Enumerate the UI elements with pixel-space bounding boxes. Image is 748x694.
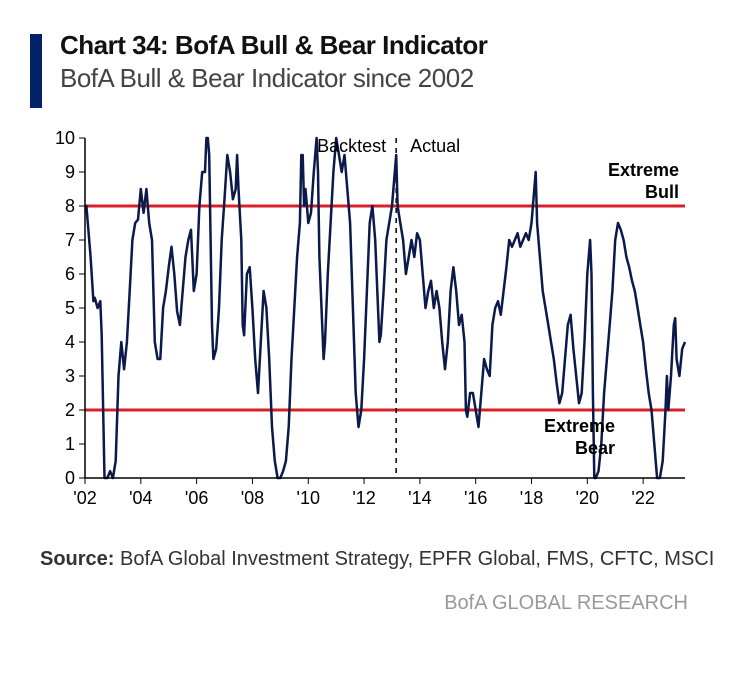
svg-text:7: 7 bbox=[65, 230, 75, 250]
svg-text:0: 0 bbox=[65, 468, 75, 488]
chart-subtitle: BofA Bull & Bear Indicator since 2002 bbox=[60, 63, 718, 94]
source-label: Source: bbox=[40, 548, 114, 570]
chart-svg: 0 1 2 3 4 5 6 7 8 9 10 '02 '04 '06 '08 '10 '12 '14 '16 '18 '… bbox=[40, 128, 700, 518]
svg-text:'20: '20 bbox=[576, 488, 599, 508]
svg-text:1: 1 bbox=[65, 434, 75, 454]
svg-text:Extreme: Extreme bbox=[544, 416, 615, 436]
chart-source: Source: BofA Global Investment Strategy,… bbox=[40, 544, 718, 574]
svg-text:10: 10 bbox=[55, 128, 75, 148]
svg-text:Actual: Actual bbox=[410, 136, 460, 156]
svg-text:Bear: Bear bbox=[575, 438, 615, 458]
chart-attribution: BofA GLOBAL RESEARCH bbox=[30, 592, 718, 615]
svg-text:'10: '10 bbox=[297, 488, 320, 508]
svg-text:6: 6 bbox=[65, 264, 75, 284]
svg-text:'02: '02 bbox=[73, 488, 96, 508]
svg-text:4: 4 bbox=[65, 332, 75, 352]
svg-text:'08: '08 bbox=[241, 488, 264, 508]
title-block: Chart 34: BofA Bull & Bear Indicator Bof… bbox=[60, 30, 718, 94]
accent-bar bbox=[30, 34, 42, 108]
svg-text:Extreme: Extreme bbox=[608, 160, 679, 180]
svg-text:'04: '04 bbox=[129, 488, 152, 508]
chart-header: Chart 34: BofA Bull & Bear Indicator Bof… bbox=[30, 30, 718, 108]
svg-text:Bull: Bull bbox=[645, 182, 679, 202]
chart-container: Chart 34: BofA Bull & Bear Indicator Bof… bbox=[0, 0, 748, 694]
svg-text:9: 9 bbox=[65, 162, 75, 182]
svg-text:'12: '12 bbox=[352, 488, 375, 508]
svg-text:'06: '06 bbox=[185, 488, 208, 508]
svg-text:'14: '14 bbox=[408, 488, 431, 508]
chart-title: Chart 34: BofA Bull & Bear Indicator bbox=[60, 30, 718, 61]
chart-plot: 0 1 2 3 4 5 6 7 8 9 10 '02 '04 '06 '08 '10 '12 '14 '16 '18 '… bbox=[40, 128, 700, 518]
svg-text:Backtest: Backtest bbox=[317, 136, 386, 156]
svg-text:'18: '18 bbox=[520, 488, 543, 508]
source-text: BofA Global Investment Strategy, EPFR Gl… bbox=[120, 548, 714, 570]
svg-text:'22: '22 bbox=[631, 488, 654, 508]
svg-text:8: 8 bbox=[65, 196, 75, 216]
svg-text:'16: '16 bbox=[464, 488, 487, 508]
svg-text:5: 5 bbox=[65, 298, 75, 318]
svg-text:2: 2 bbox=[65, 400, 75, 420]
svg-text:3: 3 bbox=[65, 366, 75, 386]
